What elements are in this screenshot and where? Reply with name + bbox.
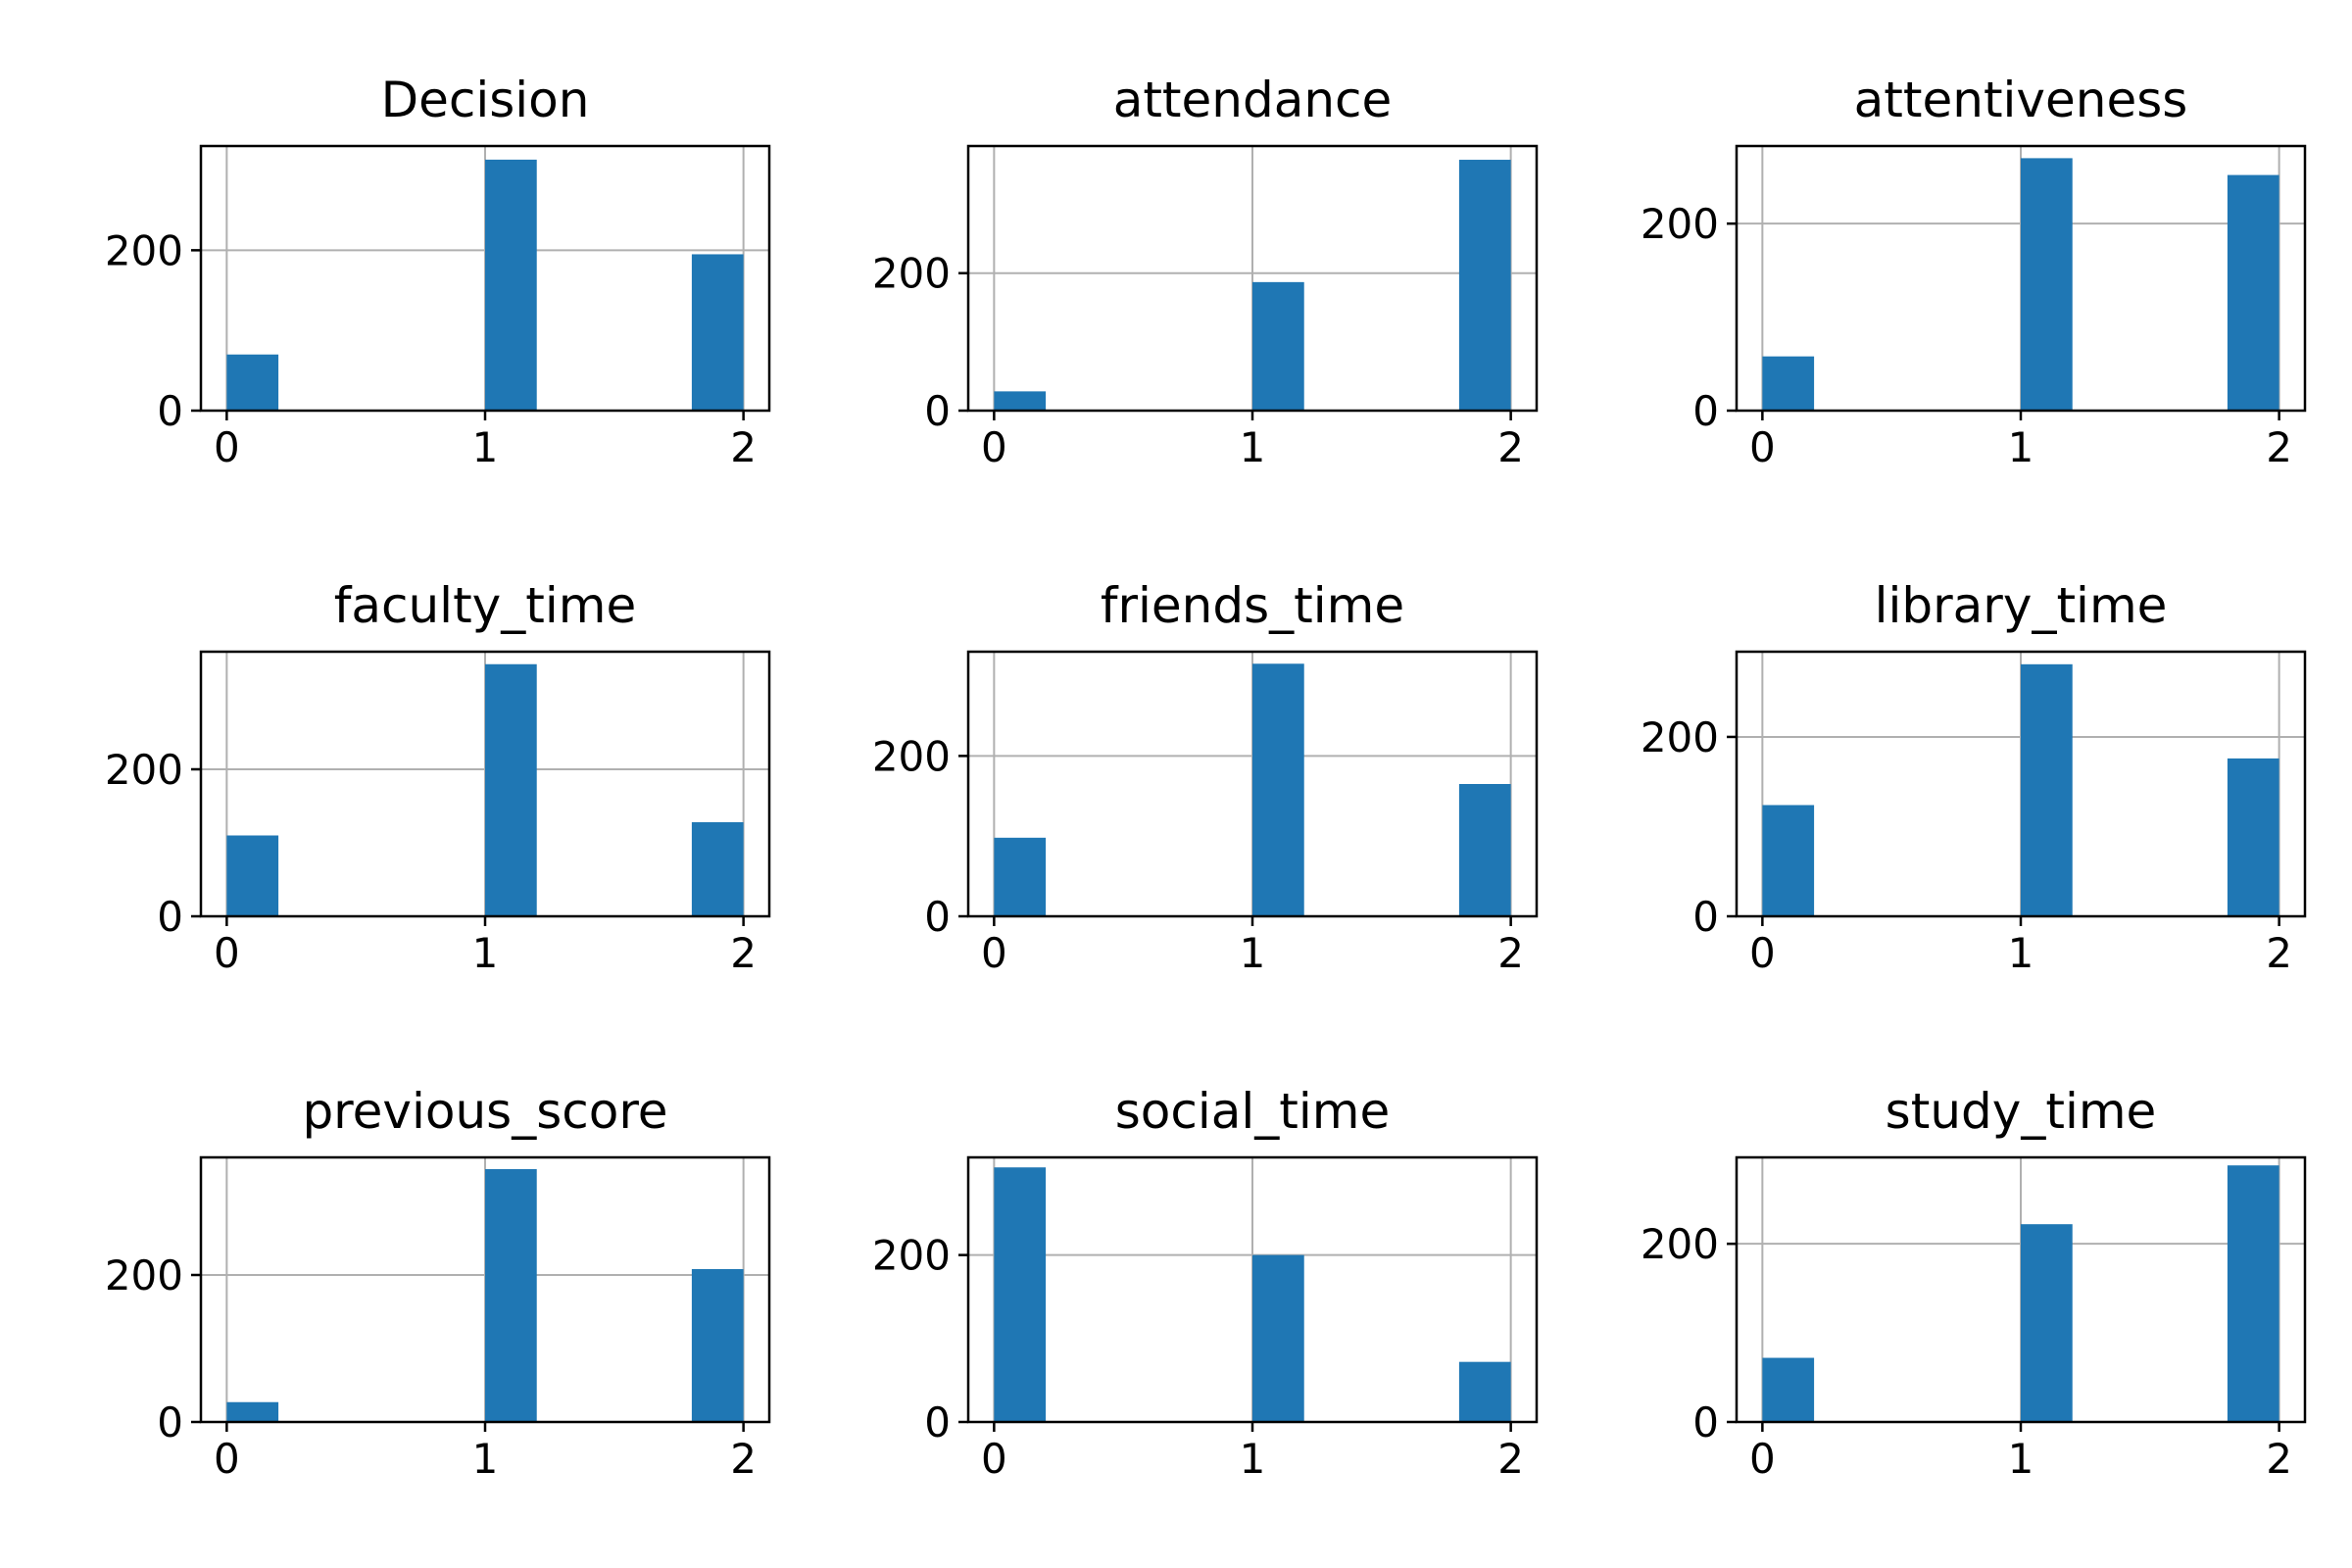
x-tick-label: 0 [981,1435,1007,1483]
y-tick-label: 200 [105,746,183,794]
panel-title: attentiveness [1854,72,2188,128]
y-tick-label: 200 [872,250,951,298]
histogram-bar [994,1167,1047,1422]
x-tick-label: 1 [472,929,499,977]
histogram-bar [2227,1165,2279,1422]
histogram-panel: 0 1 2 0 200 social_time [872,1083,1539,1483]
histogram-bar [1252,1254,1304,1422]
histogram-bar [1458,1361,1511,1422]
y-tick-label: 0 [157,893,183,941]
x-tick-label: 2 [730,929,757,977]
x-tick-label: 2 [730,1435,757,1483]
x-tick-label: 1 [2008,1435,2034,1483]
histogram-bar [691,1269,744,1422]
x-tick-label: 1 [1240,929,1266,977]
y-tick-label: 0 [924,893,951,941]
histogram-bar [1252,663,1304,916]
x-tick-label: 1 [1240,1435,1266,1483]
x-tick-label: 2 [730,423,757,471]
histogram-bar [226,354,279,411]
histogram-bar [691,254,744,411]
y-tick-label: 0 [924,387,951,435]
y-tick-label: 0 [1692,1398,1719,1446]
x-tick-label: 0 [214,423,240,471]
histogram-bar [2227,174,2279,411]
histogram-bar [1762,356,1815,411]
x-tick-label: 2 [2266,1435,2292,1483]
x-tick-label: 2 [1497,1435,1524,1483]
histogram-bar [691,822,744,916]
histogram-bar [1458,160,1511,411]
histogram-bar [1458,784,1511,916]
histogram-panel: 0 1 2 0 200 attendance [872,72,1539,471]
x-tick-label: 2 [1497,423,1524,471]
panel-title: social_time [1115,1083,1391,1140]
histogram-bar [485,1169,537,1422]
panel-title: library_time [1875,577,2168,634]
histogram-panel: 0 1 2 0 200 library_time [1641,577,2307,977]
x-tick-label: 1 [472,423,499,471]
histogram-bar [1252,281,1304,411]
histogram-bar [994,837,1047,916]
histogram-bar [2021,1224,2073,1422]
x-tick-label: 1 [2008,423,2034,471]
y-tick-label: 0 [924,1398,951,1446]
y-tick-label: 200 [1641,200,1719,248]
histogram-panel: 0 1 2 0 200 attentiveness [1641,72,2307,471]
x-tick-label: 1 [472,1435,499,1483]
panel-title: previous_score [302,1083,667,1140]
y-tick-label: 200 [872,732,951,780]
panel-title: Decision [381,72,590,128]
y-tick-label: 0 [1692,387,1719,435]
x-tick-label: 0 [981,423,1007,471]
x-tick-label: 2 [1497,929,1524,977]
histogram-panel: 0 1 2 0 200 friends_time [872,577,1539,977]
panel-title: faculty_time [334,577,636,634]
x-tick-label: 1 [1240,423,1266,471]
histogram-panel: 0 1 2 0 200 faculty_time [105,577,771,977]
y-tick-label: 0 [157,1398,183,1446]
y-tick-label: 0 [157,387,183,435]
y-tick-label: 200 [105,1251,183,1299]
histogram-bar [994,391,1047,411]
x-tick-label: 0 [1749,423,1776,471]
x-tick-label: 1 [2008,929,2034,977]
histogram-bar [226,1401,279,1422]
histogram-bar [226,835,279,916]
y-tick-label: 200 [1641,1220,1719,1268]
y-tick-label: 200 [872,1232,951,1280]
histogram-bar [2021,663,2073,916]
histogram-bar [1762,805,1815,916]
histogram-bar [1762,1357,1815,1422]
histogram-bar [485,159,537,411]
x-tick-label: 0 [1749,929,1776,977]
x-tick-label: 2 [2266,423,2292,471]
x-tick-label: 0 [214,1435,240,1483]
x-tick-label: 2 [2266,929,2292,977]
x-tick-label: 0 [981,929,1007,977]
panel-title: friends_time [1101,577,1404,634]
histogram-panel: 0 1 2 0 200 study_time [1641,1083,2307,1483]
histogram-bar [2021,158,2073,411]
histogram-bar [485,663,537,916]
x-tick-label: 0 [1749,1435,1776,1483]
panel-title: attendance [1113,72,1393,128]
y-tick-label: 200 [1641,713,1719,761]
histogram-panel: 0 1 2 0 200 Decision [105,72,771,471]
y-tick-label: 0 [1692,893,1719,941]
x-tick-label: 0 [214,929,240,977]
panel-title: study_time [1886,1083,2157,1140]
y-tick-label: 200 [105,226,183,274]
histogram-panel: 0 1 2 0 200 previous_score [105,1083,771,1483]
histogram-bar [2227,758,2279,916]
